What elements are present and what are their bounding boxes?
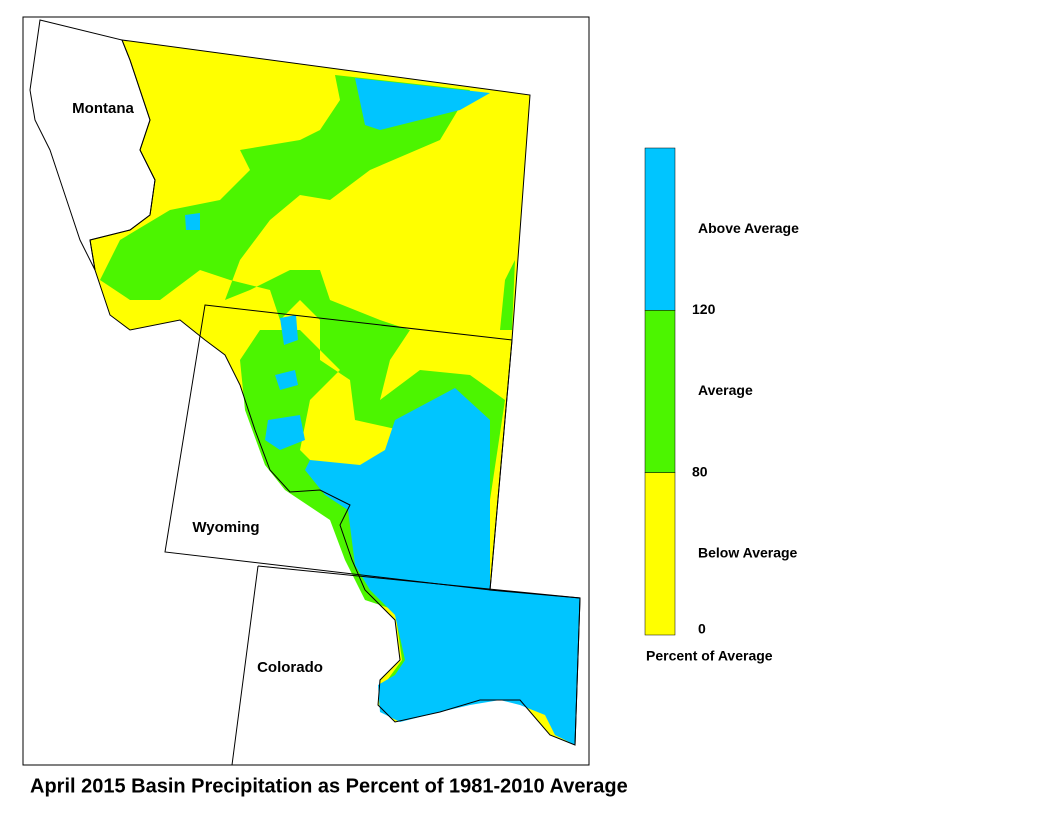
map-title: April 2015 Basin Precipitation as Percen… bbox=[30, 775, 628, 797]
legend-title: Percent of Average bbox=[646, 648, 773, 664]
average-area bbox=[500, 260, 515, 330]
state-label: Montana bbox=[72, 100, 134, 117]
above-average-area bbox=[265, 415, 305, 450]
legend-break: 80 bbox=[692, 463, 708, 479]
above-average-area bbox=[275, 370, 298, 390]
legend-break: 120 bbox=[692, 301, 716, 317]
average-area bbox=[240, 140, 320, 180]
state-label: Wyoming bbox=[192, 519, 259, 536]
average-area bbox=[100, 75, 575, 715]
legend: Percent of Average Above Average Average B… bbox=[644, 147, 799, 664]
legend-swatch bbox=[644, 472, 676, 636]
above-average-area bbox=[185, 213, 200, 230]
basin-map bbox=[29, 19, 581, 766]
legend-swatch bbox=[644, 147, 676, 311]
legend-break: 0 bbox=[698, 621, 706, 637]
basin-boundary bbox=[89, 39, 581, 746]
above-average-area bbox=[355, 78, 490, 130]
above-average-area bbox=[280, 315, 298, 345]
state-label: Colorado bbox=[257, 659, 323, 676]
legend-label: Above Average bbox=[698, 220, 799, 236]
legend-label: Below Average bbox=[698, 545, 798, 561]
legend-swatch bbox=[644, 310, 676, 473]
above-average-area bbox=[305, 388, 580, 745]
legend-label: Average bbox=[698, 382, 753, 398]
